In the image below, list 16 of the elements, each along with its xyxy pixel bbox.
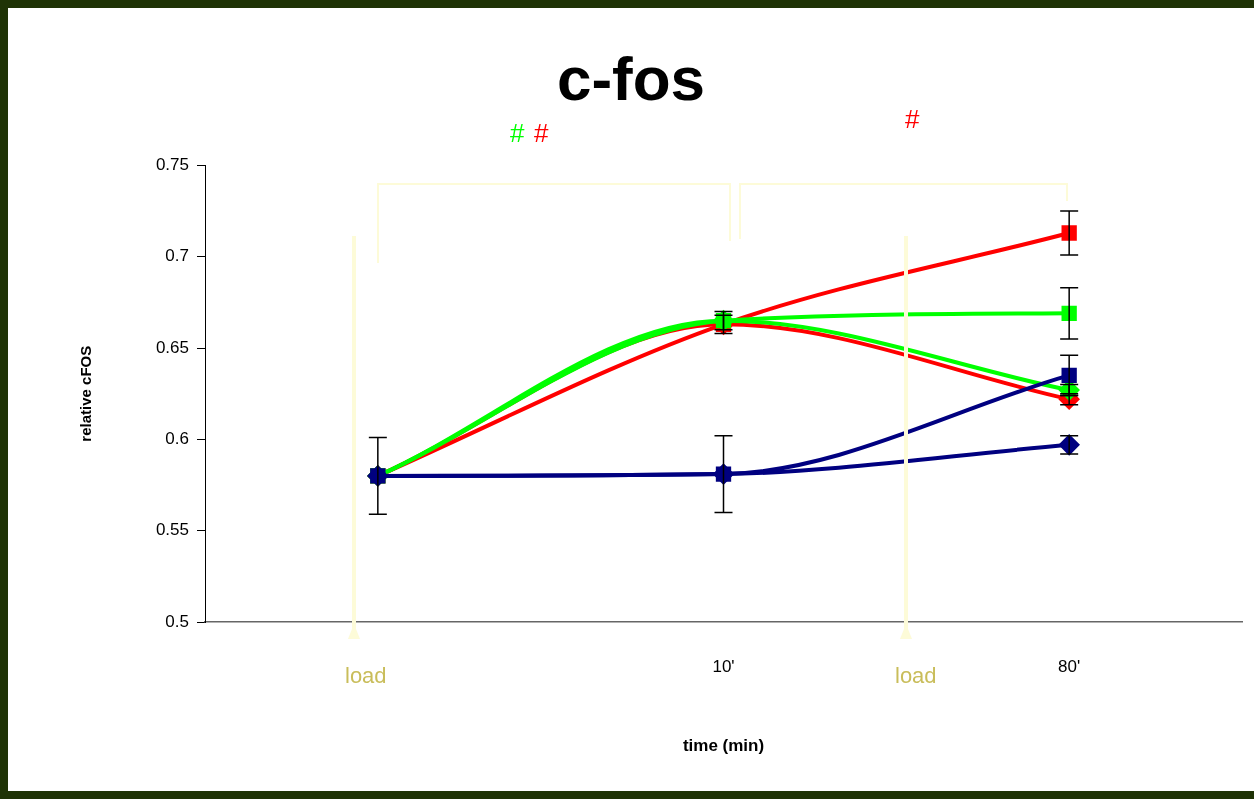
text: # xyxy=(534,118,549,149)
y-axis-title: relative cFOS xyxy=(77,345,95,442)
y-tick-label: 0.65 xyxy=(155,337,189,357)
text: # xyxy=(510,118,525,149)
text: load xyxy=(895,663,937,689)
y-tick-label: 0.55 xyxy=(155,520,189,540)
y-tick-label: 0.5 xyxy=(165,611,189,631)
y-tick-label: 0.6 xyxy=(165,429,189,449)
x-tick-label: 80' xyxy=(1058,656,1081,676)
x-axis-title: time (min) xyxy=(682,736,765,756)
chart-title: c-fos xyxy=(556,44,706,114)
x-tick-label: 10' xyxy=(712,656,735,676)
text: # xyxy=(905,104,920,135)
y-tick-label: 0.7 xyxy=(165,246,189,266)
text: load xyxy=(345,663,387,689)
y-tick-label: 0.75 xyxy=(155,155,189,175)
